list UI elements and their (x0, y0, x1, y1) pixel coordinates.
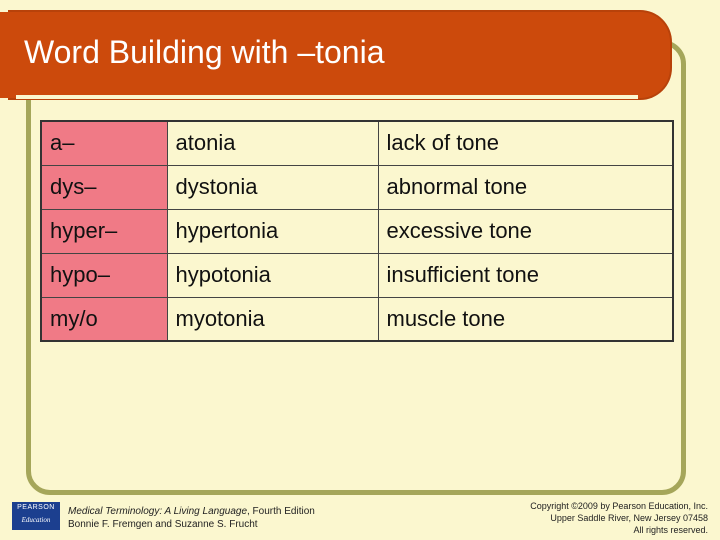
citation-title-line: Medical Terminology: A Living Language, … (68, 505, 315, 518)
meaning-cell: excessive tone (377, 208, 674, 254)
book-citation: Medical Terminology: A Living Language, … (68, 505, 315, 531)
meaning-cell: muscle tone (377, 296, 674, 342)
table-row: a– atonia lack of tone (40, 120, 674, 166)
title-bar (0, 12, 670, 98)
book-authors: Bonnie F. Fremgen and Suzanne S. Frucht (68, 519, 258, 530)
logo-subtitle: Education (21, 516, 51, 524)
meaning-cell: insufficient tone (377, 252, 674, 298)
term-cell: dystonia (166, 164, 379, 210)
prefix-cell: dys– (40, 164, 168, 210)
pearson-logo: PEARSON Education (12, 502, 60, 530)
copyright-line-3: All rights reserved. (633, 525, 708, 535)
prefix-cell: hypo– (40, 252, 168, 298)
term-cell: hypotonia (166, 252, 379, 298)
table-row: dys– dystonia abnormal tone (40, 164, 674, 210)
copyright-line-1: Copyright ©2009 by Pearson Education, In… (530, 501, 708, 511)
slide-title: Word Building with –tonia (24, 34, 385, 70)
prefix-cell: my/o (40, 296, 168, 342)
logo-wordmark: PEARSON (17, 504, 55, 511)
table-row: my/o myotonia muscle tone (40, 296, 674, 342)
book-edition: , Fourth Edition (247, 506, 315, 517)
prefix-cell: hyper– (40, 208, 168, 254)
copyright-line-2: Upper Saddle River, New Jersey 07458 (550, 513, 708, 523)
word-building-table: a– atonia lack of tone dys– dystonia abn… (40, 120, 674, 342)
term-cell: atonia (166, 120, 379, 166)
title-underline (16, 95, 638, 99)
book-title: Medical Terminology: A Living Language (68, 506, 247, 517)
term-cell: myotonia (166, 296, 379, 342)
term-cell: hypertonia (166, 208, 379, 254)
meaning-cell: lack of tone (377, 120, 674, 166)
copyright-notice: Copyright ©2009 by Pearson Education, In… (530, 500, 708, 536)
table-row: hypo– hypotonia insufficient tone (40, 252, 674, 298)
prefix-cell: a– (40, 120, 168, 166)
table-row: hyper– hypertonia excessive tone (40, 208, 674, 254)
meaning-cell: abnormal tone (377, 164, 674, 210)
